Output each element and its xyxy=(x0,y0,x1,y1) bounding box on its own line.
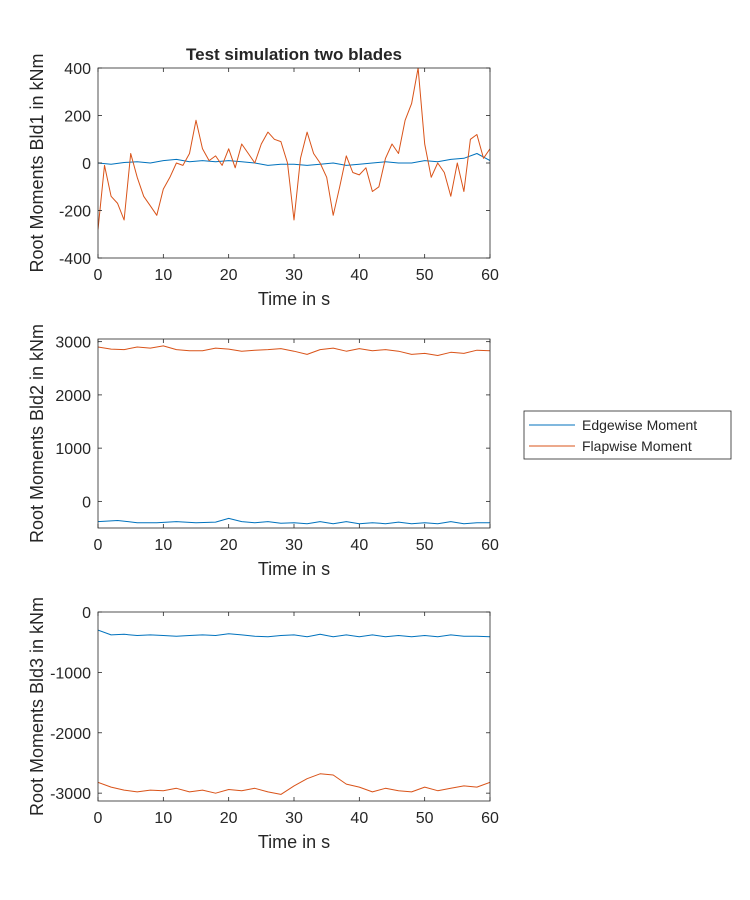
legend-label-flapwise: Flapwise Moment xyxy=(582,438,692,454)
subplot-2: 0 10 20 30 40 50 60 0 1000 2000 3000 Time in s Root … xyxy=(27,324,499,579)
y-axis-label: Root Moments Bld3 in kNm xyxy=(27,597,47,816)
subplot-1: 0 10 20 30 40 50 60 -400 -200 0 200 400 Time in s Roo… xyxy=(27,53,499,309)
x-axis-label: Time in s xyxy=(258,832,330,852)
x-tick-label: 40 xyxy=(350,267,368,284)
x-tick-label: 0 xyxy=(94,537,103,554)
x-tick-label: 40 xyxy=(350,537,368,554)
x-tick-label: 20 xyxy=(220,267,238,284)
x-tick-label: 50 xyxy=(416,810,434,827)
y-tick-label: 1000 xyxy=(55,441,91,458)
legend[interactable]: Edgewise Moment Flapwise Moment xyxy=(523,410,732,460)
y-tick-label: 400 xyxy=(64,61,91,78)
y-tick-label: 3000 xyxy=(55,335,91,352)
y-tick-label: 2000 xyxy=(55,388,91,405)
y-axis-label: Root Moments Bld1 in kNm xyxy=(27,53,47,272)
y-tick-label: -200 xyxy=(59,204,91,221)
y-axis-label: Root Moments Bld2 in kNm xyxy=(27,324,47,543)
x-tick-label: 30 xyxy=(285,267,303,284)
x-tick-label: 60 xyxy=(481,267,499,284)
y-tick-label: -1000 xyxy=(50,665,91,682)
x-tick-label: 40 xyxy=(350,810,368,827)
y-tick-label: 0 xyxy=(82,156,91,173)
x-tick-label: 60 xyxy=(481,810,499,827)
x-axis-label: Time in s xyxy=(258,559,330,579)
x-tick-label: 20 xyxy=(220,537,238,554)
y-tick-label: -400 xyxy=(59,251,91,268)
series-line-flapwise-moment xyxy=(98,68,490,230)
y-tick-label: -2000 xyxy=(50,726,91,743)
legend-box xyxy=(523,410,732,460)
x-tick-label: 0 xyxy=(94,267,103,284)
x-tick-label: 60 xyxy=(481,537,499,554)
series-line-edgewise-moment xyxy=(98,517,490,525)
plot-area xyxy=(98,68,490,258)
y-tick-label: 0 xyxy=(82,494,91,511)
subplot-3: 0 10 20 30 40 50 60 -3000 -2000 -1000 0 Time in s Ro… xyxy=(27,597,499,852)
y-tick-label: 200 xyxy=(64,109,91,126)
plot-area xyxy=(98,612,490,801)
series-line-edgewise-moment xyxy=(98,153,490,166)
x-tick-label: 10 xyxy=(154,267,172,284)
x-tick-label: 50 xyxy=(416,537,434,554)
x-tick-label: 20 xyxy=(220,810,238,827)
plot-area xyxy=(98,339,490,528)
x-tick-label: 50 xyxy=(416,267,434,284)
x-tick-label: 10 xyxy=(154,810,172,827)
x-axis-label: Time in s xyxy=(258,289,330,309)
y-tick-label: 0 xyxy=(82,605,91,622)
x-tick-label: 30 xyxy=(285,810,303,827)
x-tick-label: 0 xyxy=(94,810,103,827)
x-tick-label: 30 xyxy=(285,537,303,554)
y-tick-label: -3000 xyxy=(50,786,91,803)
figure-title: Test simulation two blades xyxy=(186,45,402,64)
x-tick-label: 10 xyxy=(154,537,172,554)
series-line-flapwise-moment xyxy=(98,773,490,795)
series-line-edgewise-moment xyxy=(98,629,490,638)
legend-label-edgewise: Edgewise Moment xyxy=(582,417,697,433)
series-line-flapwise-moment xyxy=(98,345,490,356)
